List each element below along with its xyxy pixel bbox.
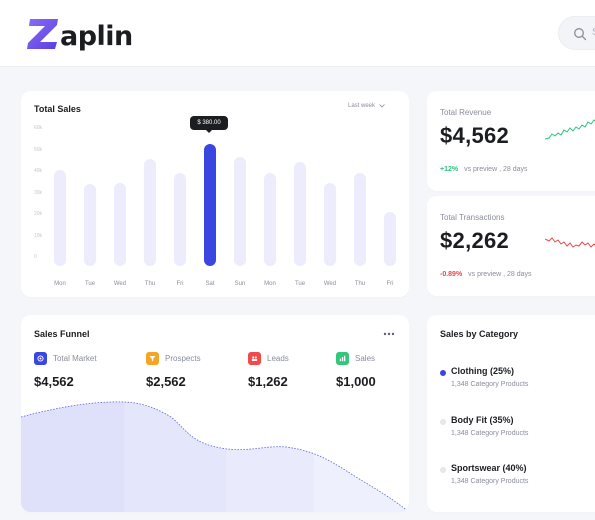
- x-tick-label: Thu: [144, 281, 156, 287]
- revenue-label: Total Revenue: [440, 108, 492, 117]
- bar-tue-1[interactable]: [84, 184, 96, 266]
- search-icon: [574, 28, 587, 41]
- total-revenue-card: Total Revenue $4,562 +12% vs preview , 2…: [427, 91, 595, 191]
- more-options-icon[interactable]: [383, 332, 395, 336]
- app-logo[interactable]: aplin: [24, 14, 133, 52]
- funnel-segment: [21, 401, 124, 512]
- category-sub: 1,348 Category Products: [451, 430, 529, 437]
- funnel-label: Prospects: [165, 354, 201, 363]
- bar-tooltip: $ 380.00: [190, 116, 228, 133]
- x-tick-label: Fri: [176, 281, 184, 287]
- funnel-segment: [124, 401, 226, 512]
- z-logo-icon: [27, 19, 58, 49]
- sales-by-category-title: Sales by Category: [440, 329, 519, 339]
- period-label: Last week: [348, 103, 376, 109]
- sales-funnel-card: Sales Funnel Total Market $4,562 Prospec…: [21, 315, 409, 512]
- revenue-change: +12% vs preview , 28 days: [440, 166, 527, 173]
- bar-thu-10[interactable]: [354, 173, 366, 266]
- y-tick-label: 20k: [34, 211, 43, 217]
- transactions-label: Total Transactions: [440, 213, 505, 222]
- category-dot: [440, 370, 446, 376]
- category-name: Clothing (25%): [451, 366, 514, 376]
- total-sales-card: Total Sales Last week 60k 50k 40k 30k 20k 10k…: [21, 91, 409, 297]
- y-tick-label: 40k: [34, 168, 43, 174]
- funnel-label: Sales: [355, 354, 376, 363]
- search-placeholder: S: [592, 27, 595, 38]
- x-tick-label: Wed: [113, 281, 127, 287]
- transactions-value: $2,262: [440, 228, 510, 253]
- bar-wed-9[interactable]: [324, 182, 336, 266]
- transactions-change-pct: -0.89%: [440, 271, 463, 278]
- bar-tue-8[interactable]: [294, 162, 306, 266]
- total-sales-title: Total Sales: [34, 104, 81, 114]
- bar-mon-0[interactable]: [54, 170, 66, 266]
- category-name: Body Fit (35%): [451, 415, 514, 425]
- category-name: Sportswear (40%): [451, 463, 527, 473]
- transactions-sparkline: [545, 237, 595, 248]
- period-dropdown[interactable]: Last week: [348, 103, 385, 109]
- search-input[interactable]: S: [558, 16, 595, 50]
- people-icon: [248, 352, 261, 365]
- category-sub: 1,348 Category Products: [451, 478, 529, 485]
- funnel-segment: [314, 401, 409, 512]
- bar-fri-11[interactable]: [384, 211, 396, 266]
- x-tick-label: Fri: [386, 281, 394, 287]
- funnel-value: $1,000: [336, 374, 376, 389]
- bar-sun-6[interactable]: [234, 157, 246, 266]
- revenue-sparkline: [545, 119, 595, 140]
- funnel-area-chart: [21, 401, 409, 512]
- category-dot: [440, 467, 446, 473]
- x-tick-label: Sun: [234, 281, 246, 287]
- sales-by-category-card: Sales by Category Clothing (25%) 1,348 C…: [427, 315, 595, 512]
- category-dot: [440, 419, 446, 425]
- transactions-change: -0.89% vs preview , 28 days: [440, 271, 532, 278]
- revenue-change-note: vs preview , 28 days: [464, 166, 528, 173]
- bar-thu-3[interactable]: [144, 158, 156, 266]
- y-tick-label: 60k: [34, 125, 43, 131]
- y-tick-label: 10k: [34, 232, 43, 239]
- chart-icon: [336, 352, 349, 365]
- filter-icon: [146, 352, 159, 365]
- x-tick-label: Thu: [354, 281, 366, 287]
- funnel-label: Total Market: [53, 354, 97, 363]
- funnel-value: $1,262: [248, 374, 288, 389]
- y-tick-label: 50k: [34, 146, 43, 153]
- bar-wed-2[interactable]: [114, 182, 126, 266]
- x-tick-label: Mon: [264, 281, 276, 287]
- y-tick-label: 0: [34, 254, 37, 260]
- total-transactions-card: Total Transactions $2,262 -0.89% vs prev…: [427, 196, 595, 296]
- sales-funnel-title: Sales Funnel: [34, 329, 90, 339]
- bar-mon-7[interactable]: [264, 173, 276, 266]
- funnel-value: $2,562: [146, 374, 186, 389]
- funnel-value: $4,562: [34, 374, 74, 389]
- funnel-label: Leads: [267, 354, 289, 363]
- funnel-segment: [226, 401, 314, 512]
- transactions-change-note: vs preview , 28 days: [468, 271, 532, 278]
- category-sub: 1,348 Category Products: [451, 381, 529, 388]
- app-name: aplin: [60, 21, 133, 52]
- x-tick-label: Wed: [323, 281, 337, 287]
- x-tick-label: Sat: [205, 281, 215, 287]
- top-bar: aplin S: [0, 0, 595, 67]
- y-tick-label: 30k: [34, 189, 43, 196]
- chevron-down-icon: [379, 104, 385, 108]
- revenue-value: $4,562: [440, 123, 510, 148]
- revenue-change-pct: +12%: [440, 166, 459, 173]
- bar-fri-4[interactable]: [174, 173, 186, 266]
- target-icon: [34, 352, 47, 365]
- x-tick-label: Mon: [54, 281, 66, 287]
- x-tick-label: Tue: [84, 281, 96, 287]
- x-tick-label: Tue: [294, 281, 306, 287]
- bar-sat-5[interactable]: [204, 144, 216, 266]
